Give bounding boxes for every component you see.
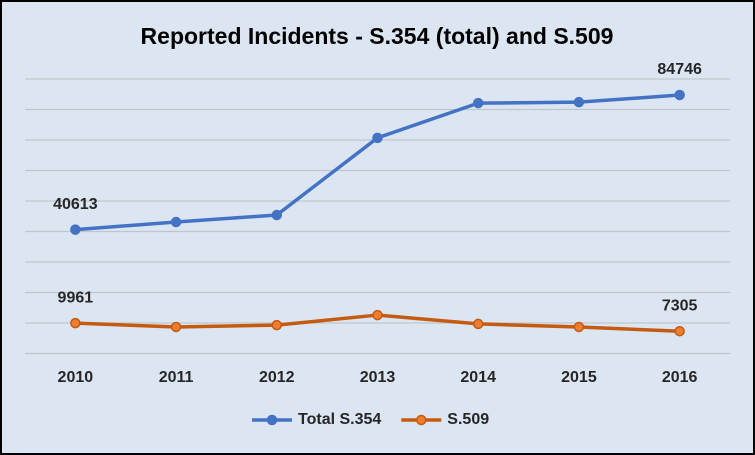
x-tick-label: 2014 [460,369,496,386]
x-tick-label: 2016 [662,369,698,386]
data-label: 84746 [657,61,702,78]
legend-label: S.509 [447,411,489,428]
legend-label: Total S.354 [298,411,381,428]
point-marker [271,319,283,331]
point-marker [170,321,182,333]
legend-marker [266,414,278,426]
point-marker [472,318,484,330]
x-tick-label: 2010 [58,369,94,386]
point-marker [573,321,585,333]
point-marker [674,89,685,101]
point-marker [271,209,283,221]
point-marker [472,97,484,109]
x-tick-label: 2011 [159,369,194,386]
point-marker [372,132,383,144]
x-tick-label: 2012 [259,369,295,386]
point-marker [70,317,81,329]
point-marker [170,216,182,228]
chart-title: Reported Incidents - S.354 (total) and S… [141,23,614,49]
data-label: 7305 [662,297,698,314]
data-label: 40613 [53,196,98,213]
point-marker [573,96,585,108]
point-marker [674,325,685,337]
x-tick-label: 2013 [360,369,396,386]
point-marker [70,224,81,235]
point-marker [372,309,383,321]
x-tick-label: 2015 [561,369,597,386]
data-label: 9961 [58,289,94,306]
legend-marker [416,414,427,426]
